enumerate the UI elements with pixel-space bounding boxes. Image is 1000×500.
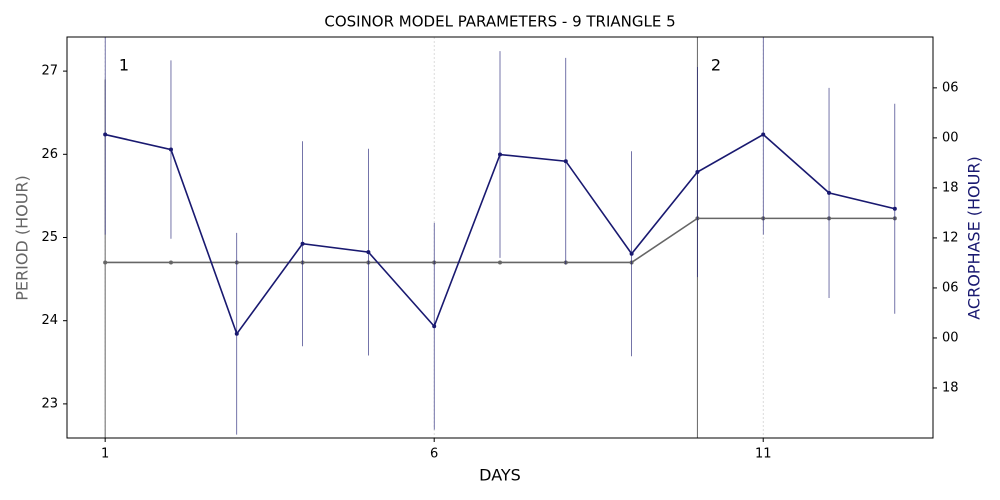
point (366, 250, 371, 255)
y2-tick-label: 18 (942, 180, 959, 195)
point (300, 241, 305, 246)
point (498, 260, 502, 265)
chart-title: COSINOR MODEL PARAMETERS - 9 TRIANGLE 5 (324, 13, 675, 31)
point (168, 260, 173, 265)
point (695, 170, 700, 175)
annotation: 2 (711, 56, 721, 75)
x-tick-label: 6 (430, 447, 438, 462)
y2-axis-label: ACROPHASE (HOUR) (965, 156, 984, 319)
y2-tick-label: 12 (942, 230, 959, 245)
y-tick-label: 24 (41, 313, 58, 328)
y2-tick-label: 00 (942, 130, 959, 145)
y2-tick-label: 06 (942, 280, 959, 295)
y-tick-label: 23 (41, 396, 58, 411)
point (892, 206, 897, 211)
point (827, 190, 832, 195)
point (234, 331, 239, 336)
point (761, 132, 766, 137)
plot-frame (66, 36, 934, 439)
point (629, 251, 634, 256)
point (563, 159, 568, 164)
annotation: 1 (119, 56, 129, 75)
y2-tick-label: 00 (942, 330, 959, 345)
point (498, 152, 502, 157)
x-axis-label: DAYS (479, 466, 521, 485)
x-tick-label: 1 (101, 447, 109, 462)
y-tick-label: 25 (41, 230, 58, 245)
point (103, 132, 108, 137)
point (168, 147, 173, 152)
y-tick-label: 26 (41, 147, 58, 162)
y-axis-label: PERIOD (HOUR) (13, 175, 32, 301)
plot-area (103, 37, 897, 438)
point (103, 260, 108, 265)
x-tick-label: 11 (755, 447, 772, 462)
y-tick-label: 27 (41, 64, 58, 79)
y2-tick-label: 18 (942, 380, 959, 395)
point (432, 324, 437, 329)
y2-tick-label: 06 (942, 80, 959, 95)
